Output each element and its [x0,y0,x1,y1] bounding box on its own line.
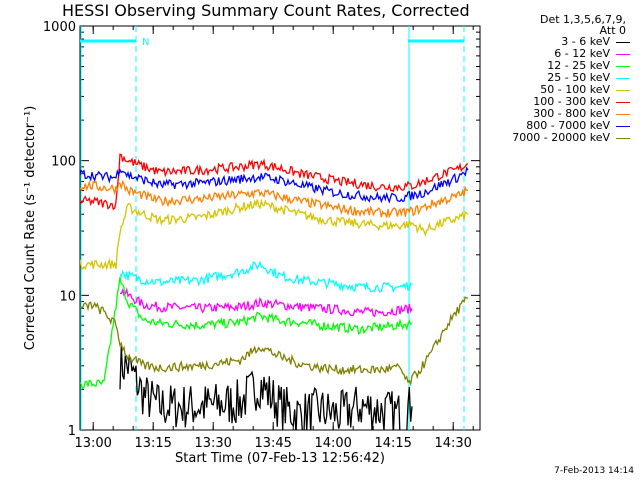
series-line-800-7000-kev [80,166,469,204]
legend-label: 3 - 6 keV [561,35,610,48]
x-tick-label: 14:30 [434,436,471,451]
legend-item-300-800-kev: 300 - 800 keV [488,108,634,120]
legend-swatch [616,78,630,79]
y-tick-label: 1000 [43,20,76,35]
series-line-6-12-kev [119,287,413,318]
x-tick-label: 13:30 [194,436,231,451]
plot-area: N [80,26,469,430]
x-axis: 13:00 13:15 13:30 13:45 14:00 14:15 14:30 [74,26,474,451]
legend-label: 50 - 100 keV [540,83,610,96]
y-axis: 1 10 100 1000 [43,20,480,439]
y-tick-label: 1 [68,424,76,439]
series-line-3-6-kev [119,345,413,430]
legend-swatch [616,42,630,43]
chart-title: HESSI Observing Summary Count Rates, Cor… [62,1,470,20]
legend-item-6-12-kev: 6 - 12 keV [488,48,634,60]
legend-swatch [616,102,630,103]
x-tick-label: 14:15 [374,436,411,451]
legend-header-attenuator: Att 0 [599,24,626,37]
legend-swatch [616,138,630,139]
y-tick-label: 10 [59,289,76,304]
series-line-50-100-kev [80,198,469,271]
x-tick-label: 13:00 [74,436,111,451]
legend-label: 12 - 25 keV [547,59,610,72]
legend-label: 100 - 300 keV [533,95,610,108]
legend: Det 1,3,5,6,7,9, Att 0 3 - 6 keV 6 - 12 k… [488,14,634,144]
x-axis-label: Start Time (07-Feb-13 12:56:42) [175,451,385,466]
series-line-25-50-kev [119,260,413,294]
series-line-100-300-kev [80,153,469,211]
observing-flags: N [80,26,465,430]
legend-item-50-100-kev: 50 - 100 keV [488,84,634,96]
x-tick-label: 13:45 [254,436,291,451]
x-tick-label: 14:00 [314,436,351,451]
legend-swatch [616,90,630,91]
series-line-7000-20000-kev [80,296,469,387]
series-line-12-25-kev [80,276,413,390]
series-line-300-800-kev [80,179,469,219]
legend-label: 6 - 12 keV [554,47,610,60]
legend-label: 800 - 7000 keV [526,119,610,132]
legend-label: 25 - 50 keV [547,71,610,84]
legend-header-detectors: Det 1,3,5,6,7,9, [539,13,626,26]
y-tick-label: 100 [51,155,76,170]
x-tick-label: 13:15 [134,436,171,451]
legend-label: 7000 - 20000 keV [512,131,610,144]
legend-item-800-7000-kev: 800 - 7000 keV [488,120,634,132]
legend-item-12-25-kev: 12 - 25 keV [488,60,634,72]
legend-item-25-50-kev: 25 - 50 keV [488,72,634,84]
legend-swatch [616,66,630,67]
timestamp: 7-Feb-2013 14:14 [554,466,634,476]
plot-frame [79,25,481,431]
legend-swatch [616,54,630,55]
legend-swatch [616,114,630,115]
legend-item-3-6-kev: 3 - 6 keV [488,36,634,48]
legend-swatch [616,126,630,127]
y-axis-label: Corrected Count Rate (s⁻¹ detector⁻¹) [23,106,38,351]
saa-flag-label: N [142,37,149,48]
legend-label: 300 - 800 keV [533,107,610,120]
legend-item-100-300-kev: 100 - 300 keV [488,96,634,108]
legend-item-7000-20000-kev: 7000 - 20000 keV [488,132,634,144]
